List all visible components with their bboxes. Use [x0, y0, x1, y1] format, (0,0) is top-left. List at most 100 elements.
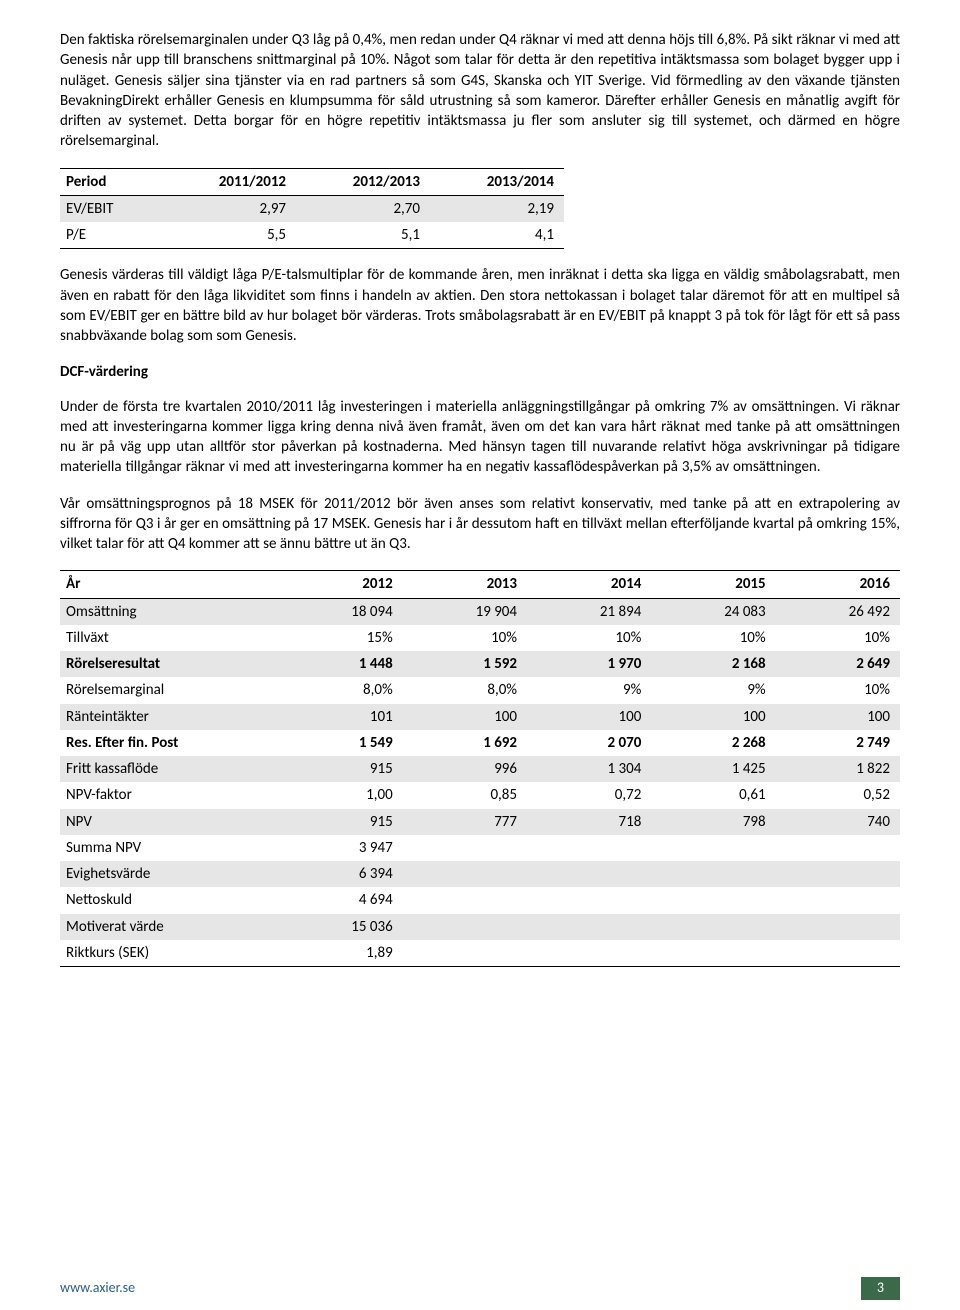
col-year: År — [60, 571, 278, 598]
table-row: Rörelseresultat1 4481 5921 9702 1682 649 — [60, 651, 900, 677]
table-row: NPV915777718798740 — [60, 809, 900, 835]
cell-val: 2 268 — [651, 730, 775, 756]
cell-val: 8,0% — [278, 677, 402, 703]
cell-val: 915 — [278, 809, 402, 835]
cell-val — [776, 887, 900, 913]
paragraph-2: Genesis värderas till väldigt låga P/E-t… — [60, 265, 900, 346]
table-row: Omsättning18 09419 90421 89424 08326 492 — [60, 598, 900, 625]
cell-val: 3 947 — [278, 835, 402, 861]
cell-label: Motiverat värde — [60, 914, 278, 940]
cell-label: Res. Efter fin. Post — [60, 730, 278, 756]
table-header-row: Period 2011/2012 2012/2013 2013/2014 — [60, 168, 564, 195]
cell-label: NPV — [60, 809, 278, 835]
cell-val — [776, 940, 900, 967]
cell-val: 10% — [776, 625, 900, 651]
cell-val: 996 — [403, 756, 527, 782]
table-header-row: År 2012 2013 2014 2015 2016 — [60, 571, 900, 598]
page-footer: www.axier.se 3 — [0, 1277, 960, 1300]
cell-val: 1,89 — [278, 940, 402, 967]
cell-val: 4,1 — [430, 222, 564, 249]
cell-val — [651, 914, 775, 940]
cell-val: 798 — [651, 809, 775, 835]
cell-val: 19 904 — [403, 598, 527, 625]
cell-label: Riktkurs (SEK) — [60, 940, 278, 967]
cell-val: 101 — [278, 704, 402, 730]
col-2014: 2014 — [527, 571, 651, 598]
cell-val: 0,85 — [403, 782, 527, 808]
col-2013: 2013 — [403, 571, 527, 598]
cell-val: 100 — [651, 704, 775, 730]
cell-val: 100 — [527, 704, 651, 730]
footer-url: www.axier.se — [60, 1279, 135, 1298]
cell-val: 2 070 — [527, 730, 651, 756]
cell-val: 1 970 — [527, 651, 651, 677]
cell-val: 0,72 — [527, 782, 651, 808]
paragraph-1: Den faktiska rörelsemarginalen under Q3 … — [60, 30, 900, 152]
cell-val: 10% — [403, 625, 527, 651]
cell-label: Rörelseresultat — [60, 651, 278, 677]
cell-val — [527, 887, 651, 913]
table-row: Ränteintäkter101100100100100 — [60, 704, 900, 730]
cell-val: 777 — [403, 809, 527, 835]
cell-label: Rörelsemarginal — [60, 677, 278, 703]
cell-val — [403, 835, 527, 861]
cell-val: 5,1 — [296, 222, 430, 249]
cell-val: 2 168 — [651, 651, 775, 677]
cell-val — [403, 861, 527, 887]
col-2015: 2015 — [651, 571, 775, 598]
cell-val: 915 — [278, 756, 402, 782]
cell-val: 0,52 — [776, 782, 900, 808]
cell-val: 718 — [527, 809, 651, 835]
cell-val — [527, 940, 651, 967]
cell-label: Evighetsvärde — [60, 861, 278, 887]
cell-val: 100 — [403, 704, 527, 730]
table-row: Tillväxt15%10%10%10%10% — [60, 625, 900, 651]
cell-val: 9% — [651, 677, 775, 703]
cell-val — [651, 861, 775, 887]
table-row: Nettoskuld4 694 — [60, 887, 900, 913]
paragraph-3: Under de första tre kvartalen 2010/2011 … — [60, 397, 900, 478]
cell-val: 9% — [527, 677, 651, 703]
cell-val: 24 083 — [651, 598, 775, 625]
cell-val: 1 425 — [651, 756, 775, 782]
table-row: Res. Efter fin. Post1 5491 6922 0702 268… — [60, 730, 900, 756]
col-y2: 2012/2013 — [296, 168, 430, 195]
cell-val: 5,5 — [162, 222, 296, 249]
col-y3: 2013/2014 — [430, 168, 564, 195]
table-row: Motiverat värde15 036 — [60, 914, 900, 940]
cell-val: 1,00 — [278, 782, 402, 808]
cell-val: 1 592 — [403, 651, 527, 677]
col-2012: 2012 — [278, 571, 402, 598]
cell-val: 2,97 — [162, 195, 296, 222]
col-period: Period — [60, 168, 162, 195]
footer-pagenum: 3 — [861, 1277, 900, 1300]
cell-val: 18 094 — [278, 598, 402, 625]
cell-label: Tillväxt — [60, 625, 278, 651]
cell-val — [651, 887, 775, 913]
cell-val: 740 — [776, 809, 900, 835]
cell-val — [527, 835, 651, 861]
cell-label: Omsättning — [60, 598, 278, 625]
cell-label: EV/EBIT — [60, 195, 162, 222]
col-2016: 2016 — [776, 571, 900, 598]
cell-val: 15 036 — [278, 914, 402, 940]
cell-val — [776, 861, 900, 887]
cell-label: P/E — [60, 222, 162, 249]
cell-val: 2 749 — [776, 730, 900, 756]
cell-val — [651, 835, 775, 861]
cell-val — [403, 940, 527, 967]
cell-val — [651, 940, 775, 967]
cell-val — [527, 861, 651, 887]
cell-label: Nettoskuld — [60, 887, 278, 913]
ratios-table: Period 2011/2012 2012/2013 2013/2014 EV/… — [60, 168, 564, 250]
cell-val — [776, 914, 900, 940]
col-y1: 2011/2012 — [162, 168, 296, 195]
cell-val — [403, 914, 527, 940]
dcf-table: År 2012 2013 2014 2015 2016 Omsättning18… — [60, 570, 900, 967]
cell-val: 6 394 — [278, 861, 402, 887]
cell-val: 0,61 — [651, 782, 775, 808]
cell-val: 1 304 — [527, 756, 651, 782]
cell-val: 21 894 — [527, 598, 651, 625]
cell-val: 4 694 — [278, 887, 402, 913]
cell-label: Fritt kassaflöde — [60, 756, 278, 782]
